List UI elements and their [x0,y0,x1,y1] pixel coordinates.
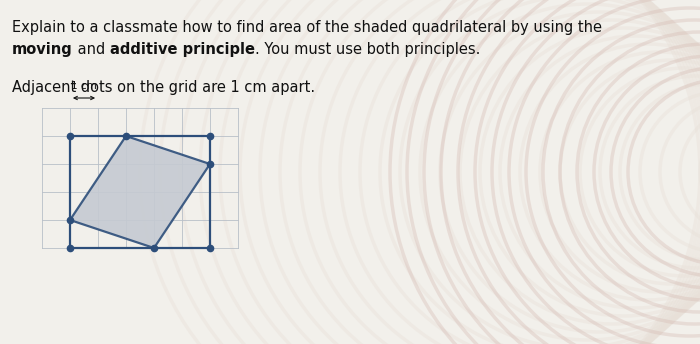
Text: . You must use both principles.: . You must use both principles. [255,42,480,57]
Text: Explain to a classmate how to find area of the shaded quadrilateral by using the: Explain to a classmate how to find area … [12,20,602,35]
Polygon shape [70,136,210,248]
Text: Adjacent dots on the grid are 1 cm apart.: Adjacent dots on the grid are 1 cm apart… [12,80,315,95]
Text: and: and [73,42,110,57]
Text: 1 cm: 1 cm [71,81,97,91]
Text: additive principle: additive principle [110,42,255,57]
Text: moving: moving [12,42,73,57]
